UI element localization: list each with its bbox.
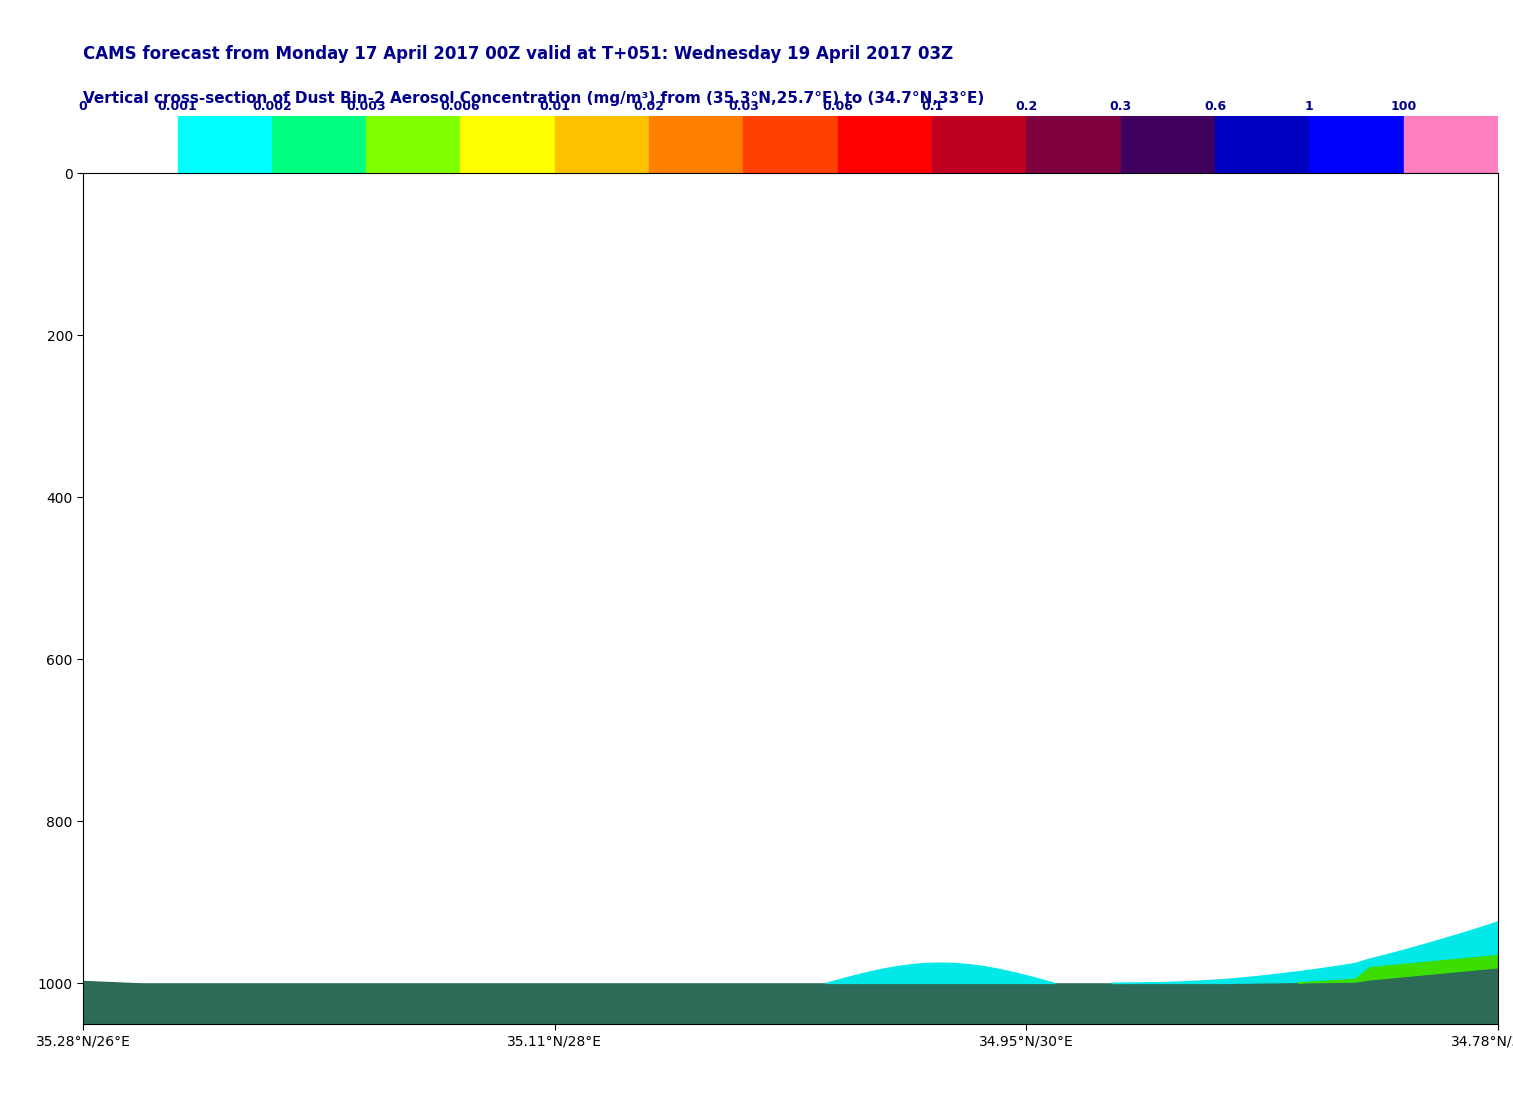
Text: 0.003: 0.003 [346,100,386,113]
Bar [366,116,460,173]
Bar [838,116,932,173]
Text: 0.6: 0.6 [1204,100,1226,113]
Text: 0.1: 0.1 [921,100,943,113]
Bar [177,116,272,173]
Text: 0.001: 0.001 [157,100,197,113]
Text: 0.03: 0.03 [728,100,760,113]
Text: 0.02: 0.02 [634,100,664,113]
Bar [460,116,555,173]
Bar [743,116,838,173]
Bar [649,116,743,173]
Bar [1121,116,1215,173]
Bar [83,116,177,173]
Text: 0.01: 0.01 [539,100,570,113]
Text: 0.002: 0.002 [253,100,292,113]
Bar [1309,116,1404,173]
Bar [932,116,1026,173]
Text: 1: 1 [1304,100,1313,113]
Text: 0.3: 0.3 [1109,100,1132,113]
Bar [272,116,366,173]
Bar [1026,116,1121,173]
Text: 100: 100 [1390,100,1416,113]
Text: 0.006: 0.006 [440,100,480,113]
Text: 0.06: 0.06 [822,100,853,113]
Bar [555,116,649,173]
Bar [1215,116,1309,173]
Text: Vertical cross-section of Dust Bin-2 Aerosol Concentration (mg/m³) from (35.3°N,: Vertical cross-section of Dust Bin-2 Aer… [83,91,985,106]
Text: 0.2: 0.2 [1015,100,1038,113]
Text: 0: 0 [79,100,88,113]
Bar [1404,116,1498,173]
Text: CAMS forecast from Monday 17 April 2017 00Z valid at T+051: Wednesday 19 April 2: CAMS forecast from Monday 17 April 2017 … [83,45,953,64]
